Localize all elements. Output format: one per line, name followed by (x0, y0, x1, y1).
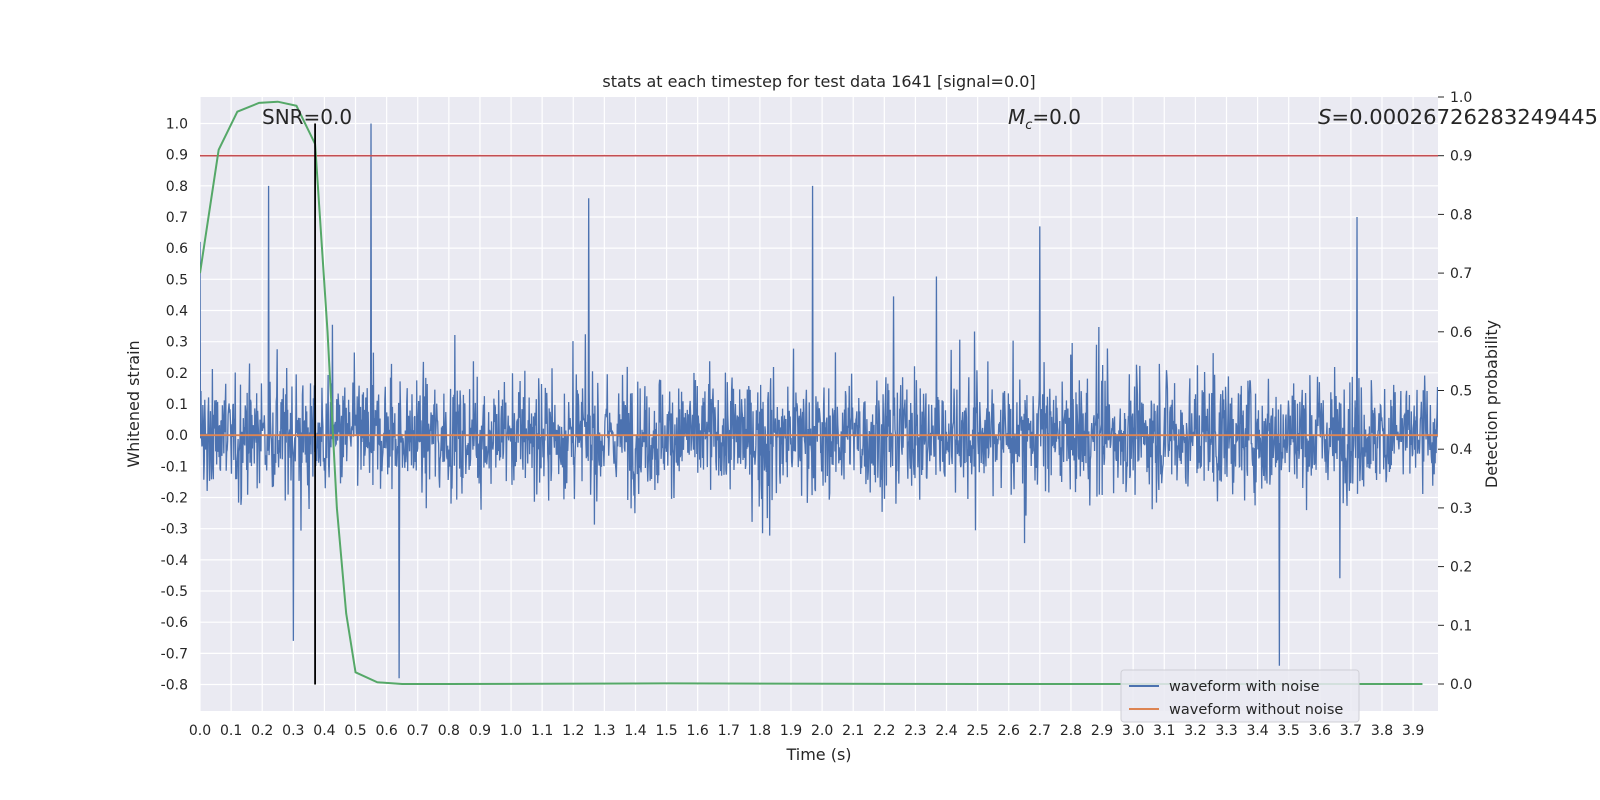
x-tick-label: 3.7 (1340, 723, 1362, 739)
x-tick-label: 2.0 (811, 723, 833, 739)
x-axis-ticks: 0.0 0.1 0.2 0.3 0.4 0.5 0.6 0.7 0.8 0.9 1.0 1.1 1.2 1… (189, 723, 1424, 739)
mc-annotation: Mc=0.0 (1008, 105, 1081, 133)
s-annotation: S=0.00026726283249445 (1318, 105, 1598, 129)
x-tick-label: 2.3 (904, 723, 926, 739)
s-symbol: S (1318, 105, 1332, 129)
x-tick-label: 1.6 (687, 723, 709, 739)
x-tick-label: 2.1 (842, 723, 864, 739)
y-tick-label: -0.7 (161, 646, 188, 662)
y-tick-label: 0.4 (166, 303, 188, 319)
y2-tick-label: 1.0 (1450, 90, 1472, 106)
x-tick-label: 2.7 (1029, 723, 1051, 739)
y-tick-label: -0.6 (161, 615, 188, 631)
series-waveform-with-noise (200, 123, 1438, 679)
y2-tick-label: 0.4 (1450, 442, 1472, 458)
y-axis-ticks: 1.0 0.9 0.8 0.7 0.6 0.5 0.4 0.3 0.2 0.1 0.0 -0.1 -0.… (161, 116, 188, 693)
y2-axis-ticks: 1.0 0.9 0.8 0.7 0.6 0.5 0.4 0.3 0.2 0.1 0.0 (1438, 90, 1472, 693)
x-tick-label: 1.2 (562, 723, 584, 739)
y2-tick-label: 0.8 (1450, 207, 1472, 223)
x-tick-label: 1.7 (718, 723, 740, 739)
y-tick-label: 0.2 (166, 366, 188, 382)
legend-box (1120, 669, 1360, 723)
chart-title: stats at each timestep for test data 164… (602, 72, 1035, 91)
y-tick-label: 0.7 (166, 210, 188, 226)
y2-axis-label: Detection probability (1482, 320, 1501, 488)
x-tick-label: 2.6 (998, 723, 1020, 739)
y2-tick-label: 0.3 (1450, 501, 1472, 517)
x-tick-label: 3.9 (1402, 723, 1424, 739)
x-tick-label: 1.9 (780, 723, 802, 739)
y-axis-label: Whitened strain (124, 340, 143, 467)
y2-tick-label: 0.0 (1450, 677, 1472, 693)
y-tick-label: 0.9 (166, 148, 188, 164)
series-detection-probability (200, 100, 1423, 685)
x-tick-label: 0.1 (220, 723, 242, 739)
y2-tick-label: 0.5 (1450, 383, 1472, 399)
x-axis-label: Time (s) (785, 745, 851, 764)
x-tick-label: 1.3 (593, 723, 615, 739)
y2-tick-label: 0.1 (1450, 618, 1472, 634)
y-tick-label: -0.5 (161, 584, 188, 600)
x-tick-label: 1.5 (655, 723, 677, 739)
x-tick-label: 2.2 (873, 723, 895, 739)
legend-label: waveform with noise (1169, 679, 1320, 695)
x-tick-label: 3.0 (1122, 723, 1144, 739)
y-tick-label: 0.5 (166, 272, 188, 288)
y-tick-label: -0.8 (161, 678, 188, 694)
x-tick-label: 1.8 (749, 723, 771, 739)
y-tick-label: 0.3 (166, 335, 188, 351)
y-tick-label: -0.3 (161, 522, 188, 538)
legend: waveform with noise waveform without nois… (1120, 669, 1360, 723)
y-tick-label: 0.8 (166, 179, 188, 195)
mc-symbol: M (1008, 105, 1025, 129)
y-tick-label: 0.1 (166, 397, 188, 413)
x-tick-label: 2.5 (967, 723, 989, 739)
y-tick-label: 0.6 (166, 241, 188, 257)
y-tick-label: -0.4 (161, 553, 188, 569)
x-tick-label: 0.0 (189, 723, 211, 739)
x-tick-label: 3.3 (1215, 723, 1237, 739)
x-tick-label: 3.8 (1371, 723, 1393, 739)
y2-tick-label: 0.2 (1450, 560, 1472, 576)
y-tick-label: 0.0 (166, 428, 188, 444)
y-tick-label: -0.2 (161, 491, 188, 507)
mc-value: =0.0 (1032, 105, 1081, 129)
x-tick-label: 0.9 (469, 723, 491, 739)
legend-label: waveform without noise (1169, 702, 1343, 718)
x-tick-label: 2.8 (1060, 723, 1082, 739)
x-tick-label: 3.1 (1153, 723, 1175, 739)
x-tick-label: 3.4 (1246, 723, 1268, 739)
plot-area (200, 100, 1438, 685)
y-tick-label: 1.0 (166, 116, 188, 132)
y2-tick-label: 0.7 (1450, 266, 1472, 282)
x-tick-label: 0.8 (438, 723, 460, 739)
x-tick-label: 1.1 (531, 723, 553, 739)
x-tick-label: 0.3 (282, 723, 304, 739)
x-tick-label: 1.0 (500, 723, 522, 739)
mc-subscript: c (1025, 118, 1032, 133)
x-tick-label: 0.2 (251, 723, 273, 739)
x-tick-label: 3.5 (1278, 723, 1300, 739)
x-tick-label: 2.9 (1091, 723, 1113, 739)
snr-annotation: SNR=0.0 (262, 105, 352, 129)
x-tick-label: 0.4 (313, 723, 335, 739)
x-tick-label: 2.4 (935, 723, 957, 739)
grid (199, 97, 1438, 711)
s-value: =0.00026726283249445 (1331, 105, 1598, 129)
y2-tick-label: 0.9 (1450, 149, 1472, 165)
x-tick-label: 1.4 (624, 723, 646, 739)
x-tick-label: 3.6 (1309, 723, 1331, 739)
y2-tick-label: 0.6 (1450, 325, 1472, 341)
x-tick-label: 0.6 (376, 723, 398, 739)
x-tick-label: 3.2 (1184, 723, 1206, 739)
x-tick-label: 0.5 (344, 723, 366, 739)
x-tick-label: 0.7 (407, 723, 429, 739)
y-tick-label: -0.1 (161, 459, 188, 475)
